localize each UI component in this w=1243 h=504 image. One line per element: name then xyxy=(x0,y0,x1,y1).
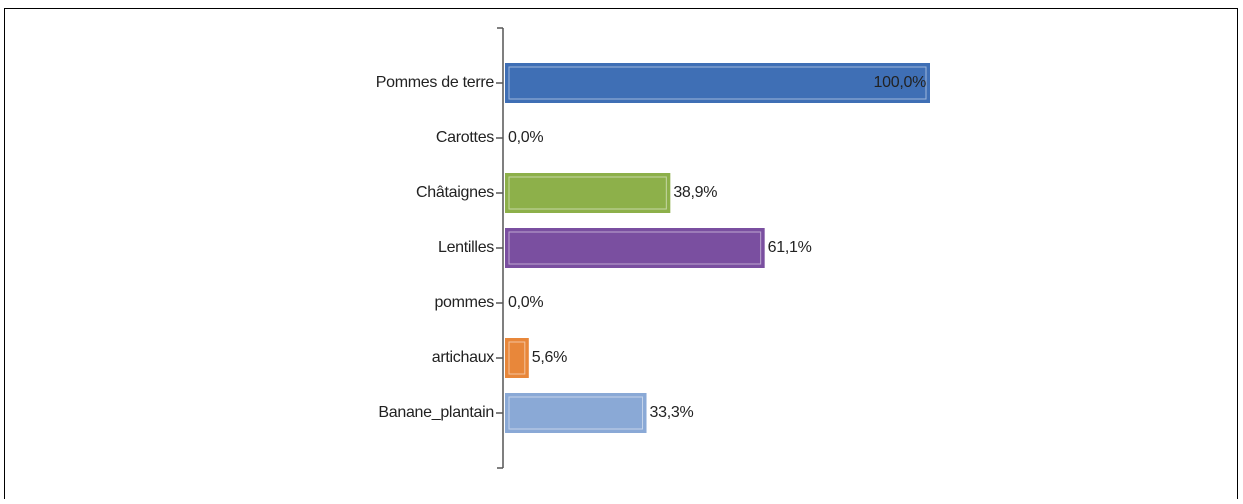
bar-shine xyxy=(508,396,644,430)
data-label: 0,0% xyxy=(508,129,543,146)
data-label: 38,9% xyxy=(673,184,717,201)
bar-shine xyxy=(508,66,927,100)
bar-shine xyxy=(508,341,526,375)
y-tick-label: Pommes de terre xyxy=(376,74,495,91)
data-label: 61,1% xyxy=(768,239,812,256)
y-tick-label: Carottes xyxy=(436,129,494,146)
y-tick-label: pommes xyxy=(434,294,494,311)
data-label: 0,0% xyxy=(508,294,543,311)
data-label: 33,3% xyxy=(650,404,694,421)
y-tick-label: Châtaignes xyxy=(416,184,494,201)
y-tick-label: artichaux xyxy=(432,349,495,366)
y-tick-label: Lentilles xyxy=(438,239,494,256)
data-label: 5,6% xyxy=(532,349,567,366)
data-label: 100,0% xyxy=(874,74,927,91)
bar-shine xyxy=(508,176,667,210)
bar-shine xyxy=(508,231,762,265)
y-tick-label: Banane_plantain xyxy=(378,404,494,421)
